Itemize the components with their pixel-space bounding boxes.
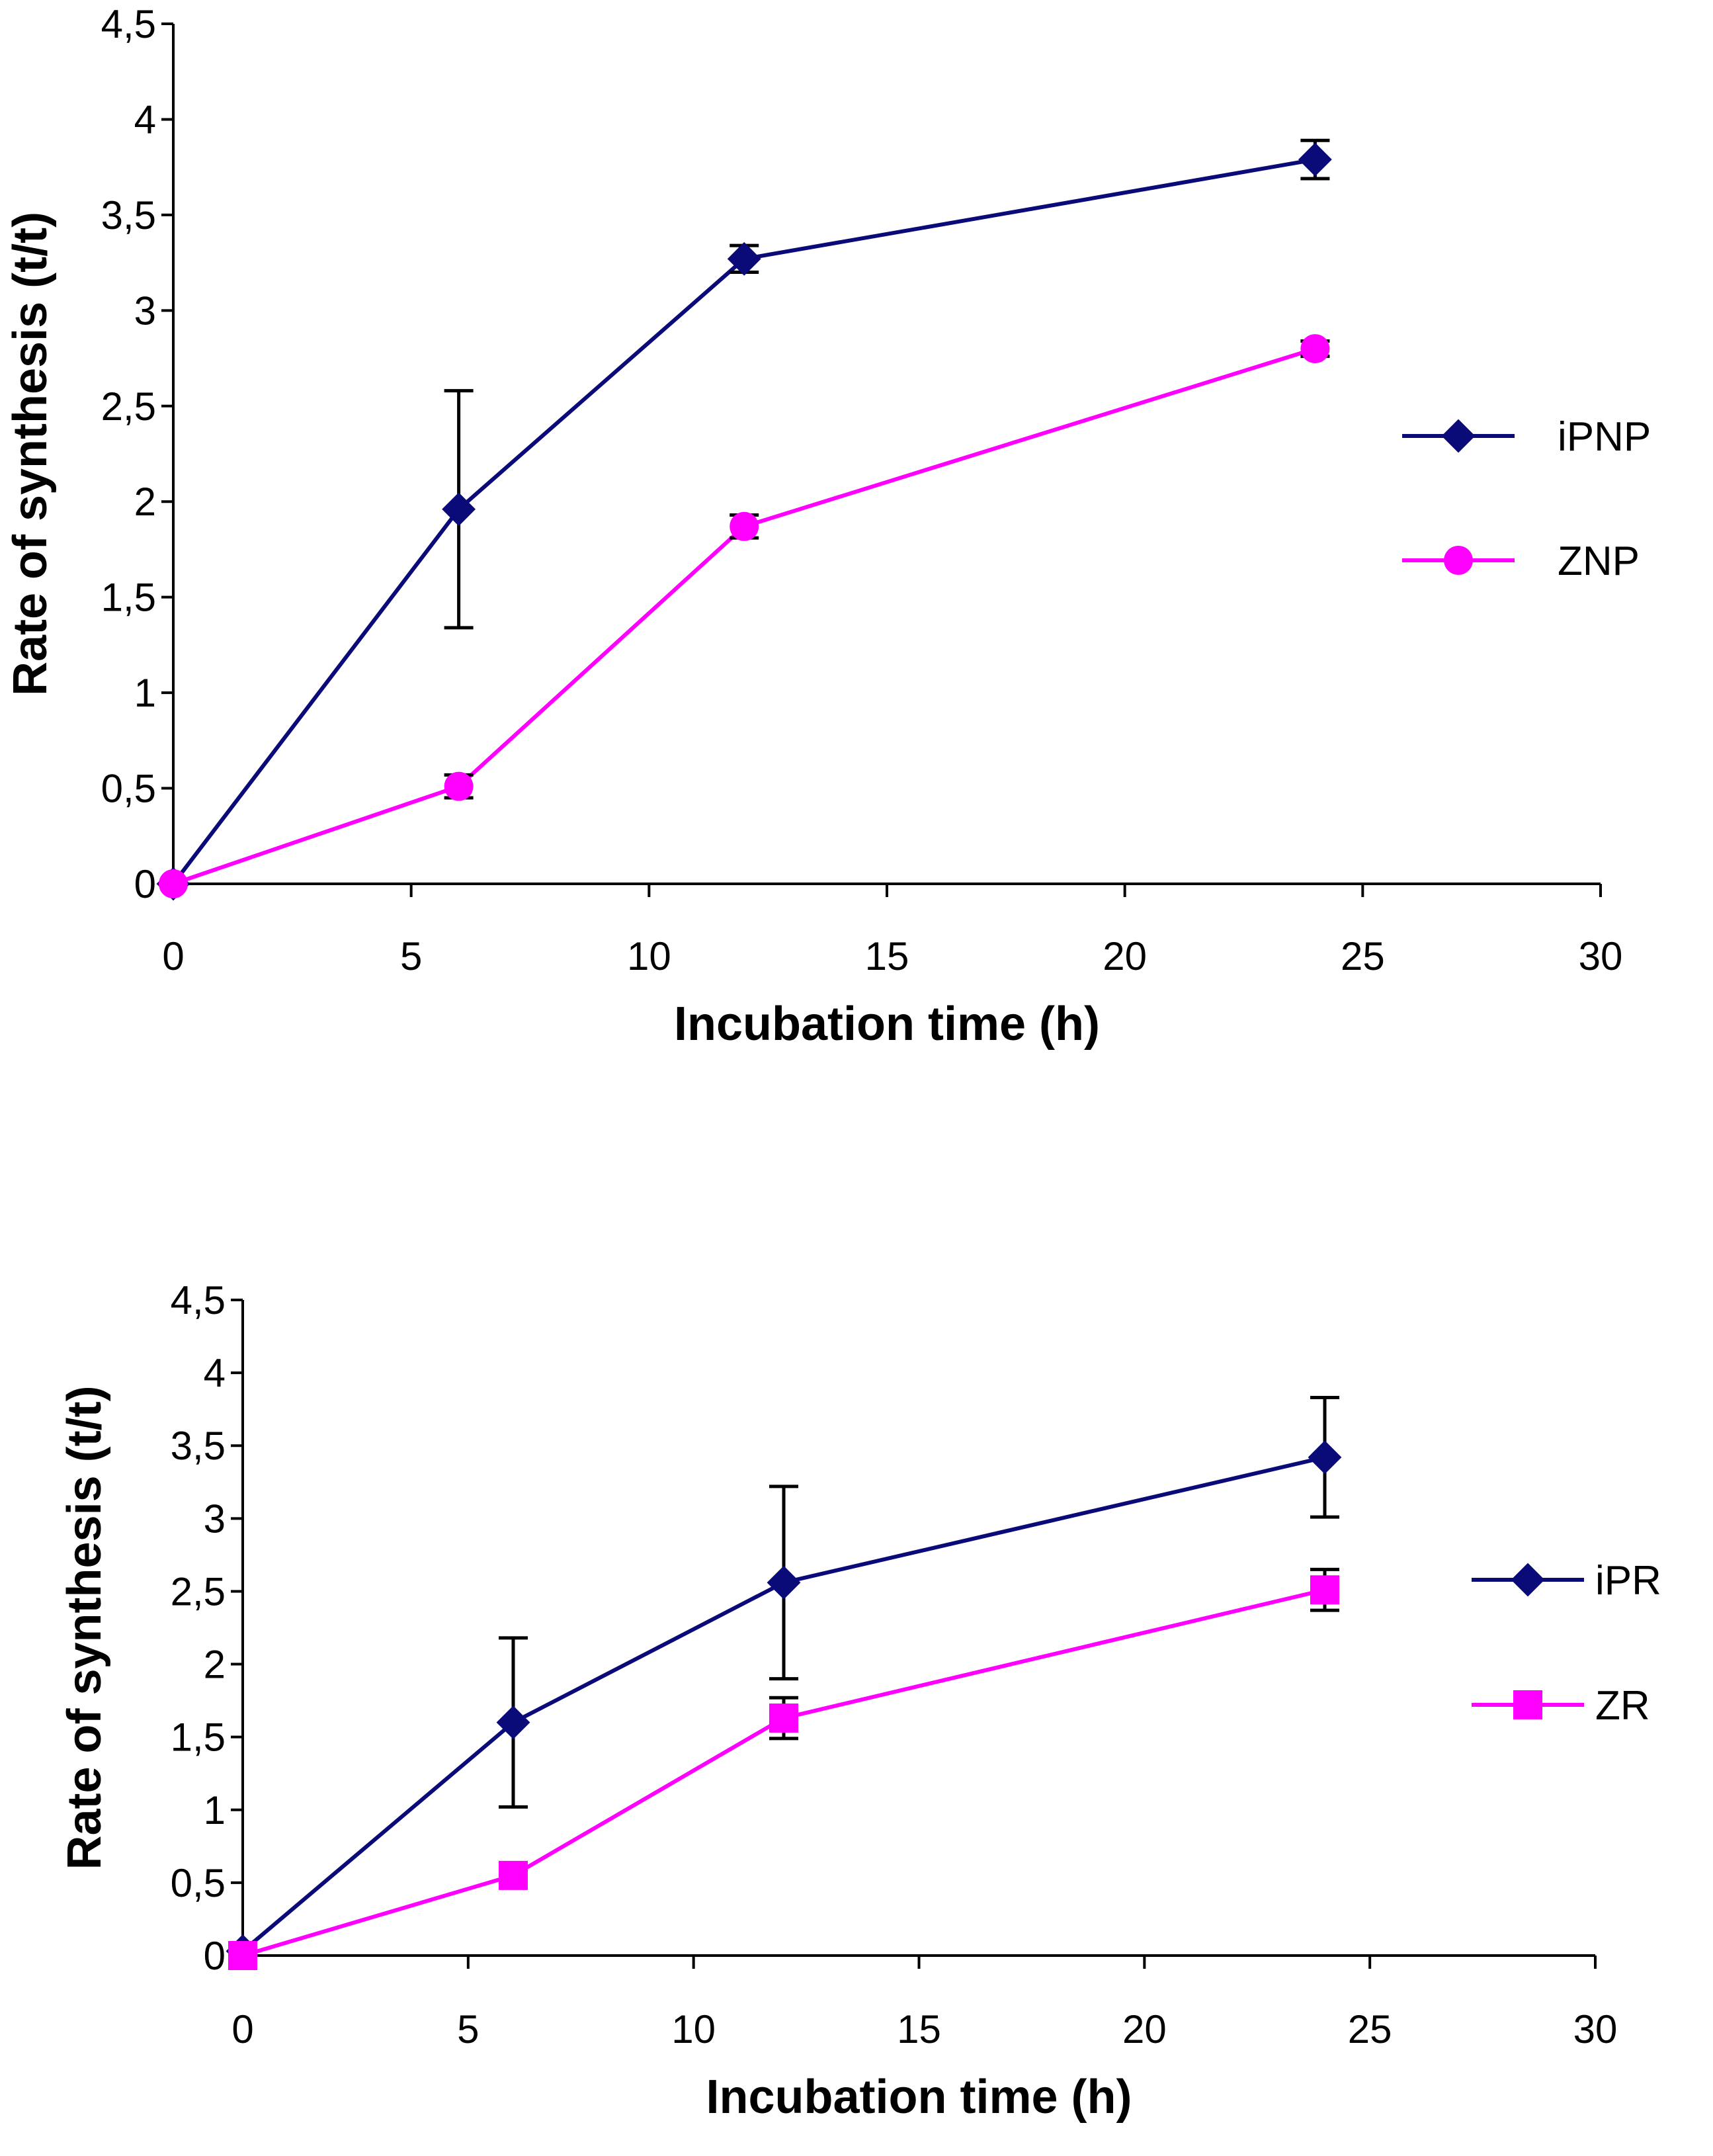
y-tick-label: 4 <box>204 1351 226 1395</box>
y-tick-label: 3,5 <box>171 1424 226 1468</box>
x-tick-label: 0 <box>162 934 184 978</box>
chart-top: 0 0,5 1 1,5 2 2,5 3 3,5 4 4,5 0 5 10 15 20 25 30 Incubati… <box>4 2 1651 1051</box>
y-tick-label: 0,5 <box>171 1861 226 1905</box>
legend-label-iPR: iPR <box>1595 1558 1661 1604</box>
x-axis-title: Incubation time (h) <box>706 2071 1132 2124</box>
data-point-ZR <box>769 1703 798 1733</box>
y-tick-label: 4,5 <box>171 1278 226 1322</box>
legend-marker-iPNP <box>1441 419 1476 453</box>
y-tick-label: 2,5 <box>101 384 156 429</box>
x-tick-label: 15 <box>897 2007 941 2051</box>
data-point-iPR <box>767 1565 801 1600</box>
x-tick-label: 5 <box>457 2007 479 2051</box>
x-tick-label: 10 <box>627 934 671 978</box>
legend-label-ZR: ZR <box>1595 1683 1650 1729</box>
legend-marker-ZNP <box>1444 546 1473 575</box>
y-tick-label: 1 <box>204 1788 226 1833</box>
x-tick-label: 30 <box>1579 934 1623 978</box>
x-tick-label: 0 <box>231 2007 253 2051</box>
y-tick-label: 2,5 <box>171 1569 226 1614</box>
x-tick-label: 15 <box>865 934 909 978</box>
data-point-ZNP <box>159 869 188 898</box>
data-point-ZNP <box>444 771 474 801</box>
x-tick-label: 20 <box>1122 2007 1167 2051</box>
data-point-ZNP <box>1300 334 1330 364</box>
y-tick-label: 4,5 <box>101 2 156 46</box>
series-line-iPR <box>241 1455 1325 1953</box>
x-tick-label: 20 <box>1103 934 1147 978</box>
data-point-iPR <box>1308 1440 1342 1475</box>
data-point-ZR <box>499 1860 528 1890</box>
y-tick-label: 0 <box>134 862 156 906</box>
legend-marker-ZR <box>1513 1690 1542 1719</box>
data-point-ZR <box>228 1941 257 1970</box>
data-point-iPNP <box>1298 142 1332 177</box>
data-point-iPNP <box>442 492 476 527</box>
legend-marker-iPR <box>1511 1563 1545 1597</box>
x-axis-title: Incubation time (h) <box>674 998 1100 1051</box>
x-tick-label: 5 <box>400 934 422 978</box>
series-line-iPNP <box>171 157 1316 885</box>
x-tick-label: 25 <box>1348 2007 1392 2051</box>
data-point-ZNP <box>730 511 759 541</box>
chart-bottom: 0 0,5 1 1,5 2 2,5 3 3,5 4 4,5 0 5 10 15 20 25 30 Incubati… <box>58 1278 1661 2124</box>
data-point-iPNP <box>727 241 761 276</box>
x-tick-label: 10 <box>671 2007 716 2051</box>
y-tick-label: 2 <box>204 1643 226 1687</box>
y-tick-label: 3 <box>134 288 156 333</box>
x-tick-label: 25 <box>1341 934 1385 978</box>
y-tick-label: 3 <box>204 1496 226 1541</box>
y-tick-label: 2 <box>134 480 156 524</box>
y-tick-label: 1 <box>134 671 156 715</box>
y-axis-title: Rate of synthesis (t/t) <box>58 1385 111 1870</box>
data-point-iPR <box>496 1705 530 1740</box>
series-line-ZR <box>242 1588 1325 1958</box>
y-tick-label: 3,5 <box>101 193 156 237</box>
x-tick-label: 30 <box>1573 2007 1618 2051</box>
legend-label-ZNP: ZNP <box>1558 539 1640 584</box>
y-tick-label: 4 <box>134 97 156 142</box>
y-tick-label: 0 <box>204 1934 226 1978</box>
y-tick-label: 1,5 <box>171 1715 226 1760</box>
series-line-ZNP <box>173 347 1316 886</box>
legend-label-iPNP: iPNP <box>1558 414 1651 460</box>
y-tick-label: 0,5 <box>101 767 156 811</box>
y-tick-label: 1,5 <box>101 576 156 620</box>
y-axis-title: Rate of synthesis (t/t) <box>4 212 57 696</box>
data-point-ZR <box>1310 1575 1339 1605</box>
